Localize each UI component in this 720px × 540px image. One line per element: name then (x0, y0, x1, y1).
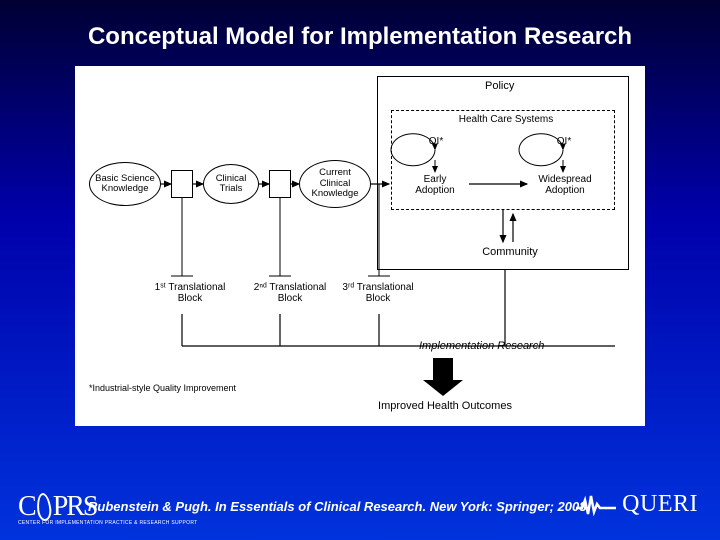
node-current-knowledge: Current Clinical Knowledge (299, 160, 371, 208)
diagram-canvas: Policy Health Care Systems QI* QI* Early… (75, 66, 645, 426)
early-adoption-label: Early Adoption (405, 174, 465, 196)
t3-label: 3ʳᵈ Translational Block (339, 282, 417, 304)
community-label: Community (475, 246, 545, 258)
node-clinical-trials: Clinical Trials (203, 164, 259, 204)
qi-footnote: *Industrial-style Quality Improvement (89, 384, 289, 394)
qi2-label: QI* (549, 136, 579, 147)
widespread-adoption-label: Widespread Adoption (531, 174, 599, 196)
t1-label: 1ˢᵗ Translational Block (151, 282, 229, 304)
clinical-trials-oval: Clinical Trials (203, 164, 259, 204)
qi1-label: QI* (421, 136, 451, 147)
current-knowledge-oval: Current Clinical Knowledge (299, 160, 371, 208)
t2-label: 2ⁿᵈ Translational Block (251, 282, 329, 304)
slide: Conceptual Model for Implementation Rese… (0, 0, 720, 540)
queri-text: QUERI (622, 491, 698, 518)
logo-ciprs: C PRS CENTER FOR IMPLEMENTATION PRACTICE… (18, 491, 198, 526)
ciprs-text: PRS (53, 491, 97, 523)
impl-research-label: Implementation Research (419, 340, 544, 352)
heartbeat-icon (576, 494, 616, 516)
basic-science-oval: Basic Science Knowledge (89, 162, 161, 206)
leaf-icon (35, 492, 52, 521)
rect-2a (269, 170, 291, 198)
page-title: Conceptual Model for Implementation Rese… (0, 0, 720, 60)
hcs-label: Health Care Systems (451, 114, 561, 125)
outcome-label: Improved Health Outcomes (365, 400, 525, 412)
policy-label: Policy (485, 80, 514, 92)
rect-1a (171, 170, 193, 198)
node-basic-science: Basic Science Knowledge (89, 162, 161, 206)
logo-queri: QUERI (576, 491, 698, 518)
